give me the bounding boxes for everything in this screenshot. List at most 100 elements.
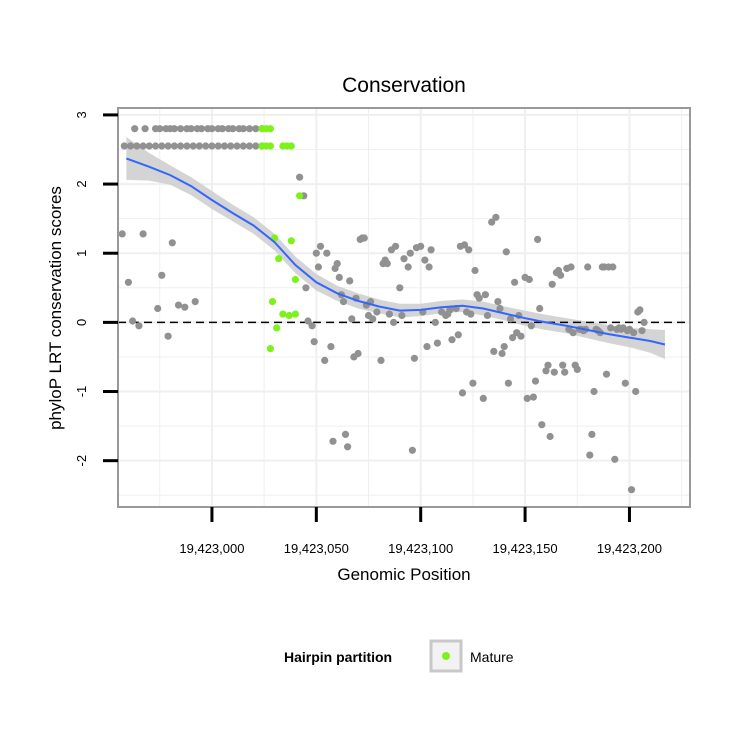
data-point-other: [245, 142, 254, 150]
data-point-other: [423, 343, 431, 351]
points-layer: [118, 125, 648, 494]
data-point-other: [333, 260, 341, 268]
data-point-other: [609, 263, 617, 271]
x-tick-label: 19,423,200: [597, 541, 662, 556]
data-point-other: [314, 263, 322, 271]
axes: 19,423,000 19,423,050 19,423,100 19,423,150…: [74, 111, 662, 556]
data-point-other: [627, 486, 636, 494]
data-point-other: [377, 356, 385, 364]
data-point-other: [421, 256, 429, 264]
data-point-other: [602, 370, 611, 378]
data-point-other: [233, 142, 241, 150]
y-tick-label: 1: [74, 250, 89, 257]
data-point-other: [431, 318, 439, 326]
data-point-mature: [266, 142, 274, 150]
data-point-other: [158, 142, 166, 150]
data-point-other: [638, 327, 646, 335]
data-point-other: [433, 339, 441, 347]
data-point-other: [252, 125, 260, 133]
data-point-other: [346, 277, 354, 285]
data-point-other: [523, 394, 531, 402]
data-point-mature: [275, 255, 283, 263]
data-point-other: [369, 315, 377, 323]
data-point-other: [525, 275, 533, 284]
data-point-other: [500, 343, 508, 351]
y-axis-title: phyloP LRT conservation scores: [46, 186, 65, 430]
legend: Hairpin partition Mature: [284, 639, 514, 673]
data-point-other: [400, 255, 408, 263]
data-point-other: [218, 125, 226, 133]
data-point-other: [475, 294, 483, 302]
data-point-other: [467, 310, 475, 318]
data-point-other: [611, 455, 619, 463]
x-tick-label: 19,423,050: [284, 541, 349, 556]
data-point-other: [488, 218, 496, 226]
data-point-other: [339, 298, 348, 306]
x-tick-label: 19,423,100: [388, 541, 453, 556]
y-tick-label: -2: [74, 455, 89, 467]
legend-label-mature: Mature: [470, 649, 514, 665]
smooth-line-layer: [126, 157, 666, 346]
data-point-other: [385, 310, 393, 318]
chart-title: Conservation: [342, 74, 466, 97]
data-point-mature: [296, 192, 304, 200]
grid-lines: [118, 108, 690, 507]
data-point-other: [360, 234, 368, 242]
data-point-other: [177, 142, 185, 150]
data-point-other: [460, 241, 469, 249]
data-point-mature: [291, 310, 299, 318]
data-point-other: [573, 365, 581, 373]
data-point-other: [152, 142, 160, 150]
data-point-other: [508, 334, 517, 342]
data-point-other: [208, 142, 216, 150]
data-point-other: [569, 329, 577, 337]
data-point-other: [164, 332, 172, 340]
data-point-other: [118, 230, 126, 238]
x-axis-title: Genomic Position: [337, 565, 470, 584]
data-point-other: [490, 347, 498, 355]
smooth-fit-line: [126, 157, 666, 346]
data-point-other: [567, 263, 575, 271]
data-point-other: [139, 230, 147, 238]
data-point-other: [561, 368, 569, 376]
data-point-other: [304, 317, 312, 325]
data-point-other: [425, 263, 433, 271]
data-point-other: [630, 329, 638, 337]
data-point-other: [607, 324, 615, 332]
data-point-other: [373, 308, 381, 316]
data-point-other: [383, 260, 391, 268]
data-point-other: [640, 318, 648, 326]
data-point-other: [170, 125, 178, 133]
data-point-other: [494, 298, 502, 306]
confidence-ribbon-layer: [126, 137, 665, 360]
confidence-ribbon: [126, 137, 665, 360]
data-point-other: [469, 379, 477, 387]
data-point-mature: [266, 125, 274, 133]
data-point-other: [544, 361, 552, 369]
data-point-other: [527, 322, 535, 330]
data-point-other: [534, 235, 542, 243]
data-point-other: [483, 311, 492, 320]
data-point-other: [168, 239, 176, 247]
data-point-other: [214, 142, 222, 150]
legend-key-mature-dot: [442, 652, 450, 660]
data-point-other: [504, 379, 512, 387]
data-point-other: [310, 338, 318, 346]
data-point-other: [636, 306, 644, 314]
data-point-other: [390, 318, 398, 326]
data-point-other: [510, 278, 519, 286]
data-point-other: [133, 142, 141, 150]
data-point-other: [481, 291, 489, 299]
data-point-other: [208, 125, 216, 133]
data-point-other: [158, 271, 166, 279]
data-point-other: [239, 125, 247, 133]
data-point-other: [536, 304, 544, 313]
y-tick-label: 2: [74, 180, 89, 187]
data-point-other: [187, 125, 195, 133]
data-point-other: [316, 242, 325, 250]
data-point-other: [538, 421, 546, 429]
data-point-other: [335, 273, 343, 281]
data-point-other: [404, 263, 412, 271]
data-point-other: [164, 142, 172, 150]
